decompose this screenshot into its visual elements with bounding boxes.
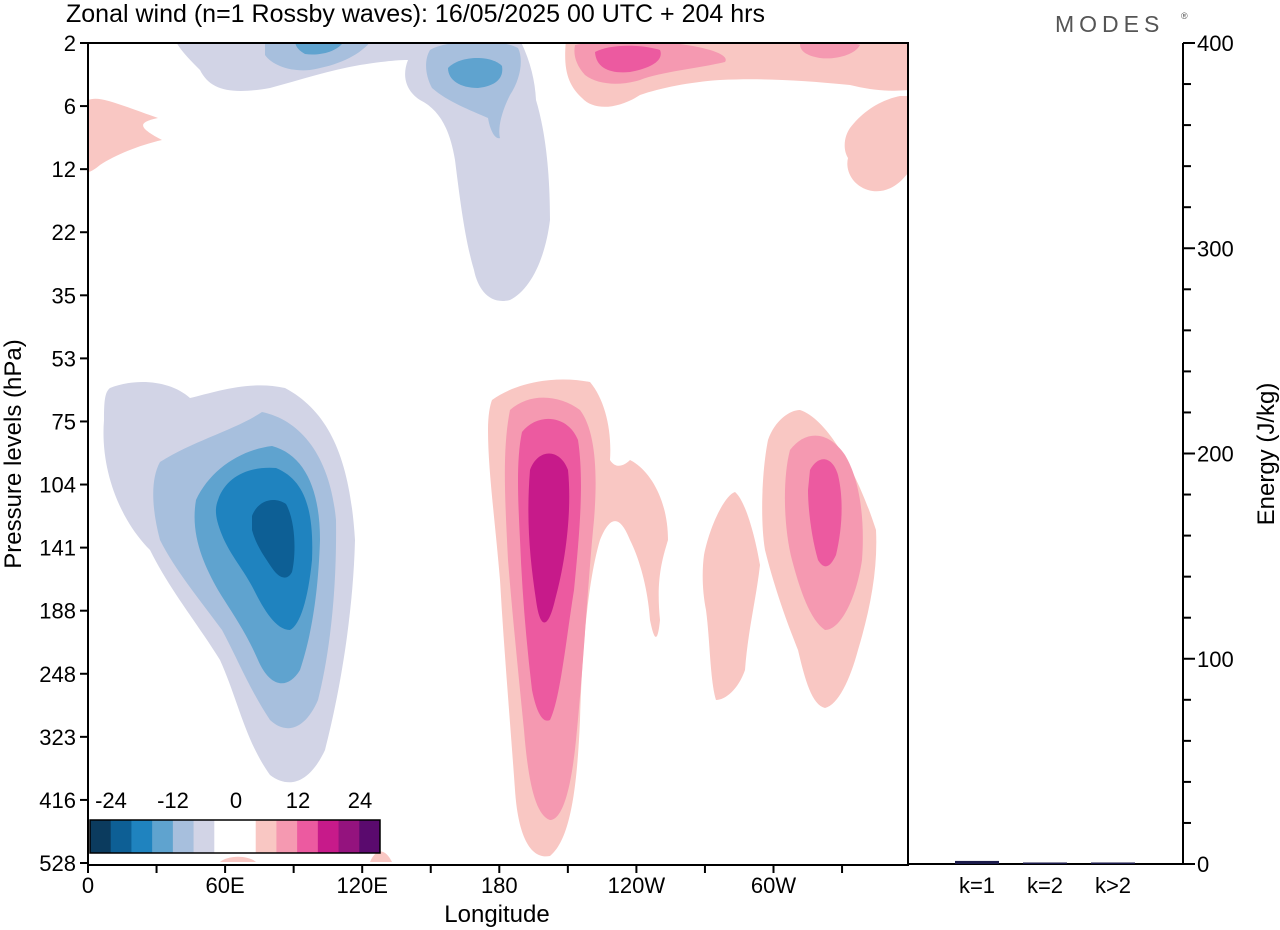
colorbar-swatch xyxy=(297,820,319,853)
contour-plot-frame xyxy=(87,42,909,866)
y-tick-label: 2 xyxy=(64,31,76,56)
x-tick-label: 180 xyxy=(481,873,518,898)
x-tick-label: 120E xyxy=(337,873,388,898)
energy-bar xyxy=(1023,862,1067,864)
colorbar-label: 12 xyxy=(286,788,310,813)
contour-neg-upper-4 xyxy=(448,57,503,88)
brand-logo: MODES xyxy=(1055,11,1164,37)
contour-neg-upper-2 xyxy=(265,43,370,71)
colorbar-swatch xyxy=(359,820,381,853)
contour-plot xyxy=(88,43,908,862)
y-tick-label: 104 xyxy=(39,473,76,498)
contour-pos-bottom-2 xyxy=(370,851,392,862)
energy-tick-label: 0 xyxy=(1197,852,1209,877)
contour-pos-upper-4 xyxy=(800,43,860,59)
y-axis-label: Pressure levels (hPa) xyxy=(0,339,27,568)
x-axis-label: Longitude xyxy=(444,901,549,928)
contour-neg-upper-1 xyxy=(176,43,550,301)
y-tick-label: 22 xyxy=(52,220,76,245)
contour-pos-lower-8 xyxy=(808,459,842,567)
colorbar-swatch xyxy=(131,820,153,853)
x-tick-label: 120W xyxy=(608,873,666,898)
colorbar-swatch xyxy=(276,820,298,853)
colorbar-swatch xyxy=(110,820,132,853)
x-tick-label: 60W xyxy=(751,873,796,898)
energy-bar xyxy=(1091,862,1135,864)
energy-bar xyxy=(955,860,999,864)
colorbar-label: 24 xyxy=(348,788,372,813)
energy-category-label: k>2 xyxy=(1095,873,1131,898)
colorbar-swatch xyxy=(193,820,215,853)
colorbar xyxy=(89,819,381,854)
colorbar-swatch xyxy=(152,820,174,853)
energy-tick-label: 300 xyxy=(1197,236,1234,261)
colorbar-label: -24 xyxy=(95,788,127,813)
energy-tick-label: 100 xyxy=(1197,647,1234,672)
contour-pos-lower-4 xyxy=(528,453,570,623)
y-tick-label: 188 xyxy=(39,599,76,624)
x-axis: 0 60E 120E 180 120W 60W xyxy=(82,865,844,898)
energy-category-label: k=2 xyxy=(1027,873,1063,898)
y-tick-label: 35 xyxy=(52,283,76,308)
chart-title: Zonal wind (n=1 Rossby waves): 16/05/202… xyxy=(66,0,765,28)
colorbar-frame xyxy=(89,819,381,854)
y-tick-label: 75 xyxy=(52,409,76,434)
colorbar-labels: -24 -12 0 12 24 xyxy=(95,788,372,813)
contour-pos-upper-5 xyxy=(844,96,908,192)
y-tick-label: 416 xyxy=(39,788,76,813)
y-tick-label: 6 xyxy=(64,94,76,119)
brand-mark: ® xyxy=(1181,11,1188,21)
colorbar-swatch xyxy=(172,820,195,853)
colorbar-label: 0 xyxy=(230,788,242,813)
y-tick-label: 12 xyxy=(52,157,76,182)
energy-tick-label: 200 xyxy=(1197,442,1234,467)
y-tick-label: 248 xyxy=(39,662,76,687)
contour-neg-upper-5 xyxy=(295,43,343,55)
x-tick-label: 60E xyxy=(206,873,245,898)
colorbar-swatch xyxy=(255,820,277,853)
x-tick-label: 0 xyxy=(82,873,94,898)
energy-tick-label: 400 xyxy=(1197,31,1234,56)
colorbar-swatch xyxy=(235,820,257,853)
energy-axis-label: Energy (J/kg) xyxy=(1253,383,1280,526)
contour-pos-upper-3 xyxy=(595,45,661,73)
y-tick-label: 141 xyxy=(39,536,76,561)
contour-pos-bottom-1 xyxy=(220,856,256,862)
contour-pos-lower-5 xyxy=(702,492,760,700)
colorbar-swatch xyxy=(90,820,112,853)
y-axis-left: 2 6 12 22 35 53 75 104 141 188 248 323 416 528 xyxy=(39,31,88,876)
colorbar-label: -12 xyxy=(157,788,189,813)
contour-pos-left-edge xyxy=(88,98,162,172)
energy-panel: 0 100 200 300 400 k=1 k=2 k>2 xyxy=(908,31,1234,898)
y-tick-label: 323 xyxy=(39,725,76,750)
energy-category-label: k=1 xyxy=(959,873,995,898)
colorbar-swatch xyxy=(214,820,236,853)
y-tick-label: 528 xyxy=(39,851,76,876)
contour-neg-lower-5 xyxy=(252,500,295,578)
colorbar-swatch xyxy=(338,820,360,853)
colorbar-swatch xyxy=(317,820,340,853)
y-tick-label: 53 xyxy=(52,346,76,371)
